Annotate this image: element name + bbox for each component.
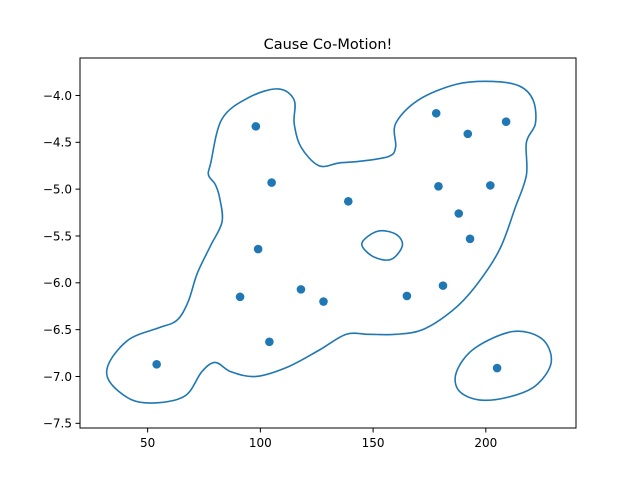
data-point	[465, 234, 475, 244]
y-tick-label: −5.5	[43, 229, 72, 243]
x-tick-label: 50	[140, 436, 155, 450]
contour-lower-right-region	[454, 330, 553, 402]
y-tick-label: −4.0	[43, 89, 72, 103]
y-tick-label: −7.0	[43, 370, 72, 384]
data-point	[296, 285, 306, 294]
data-point	[265, 337, 274, 347]
data-point	[492, 363, 502, 373]
data-point	[486, 181, 495, 190]
data-point	[319, 297, 328, 306]
data-point	[438, 281, 448, 290]
y-tick-label: −7.5	[43, 417, 72, 431]
contour-main-region	[105, 80, 537, 404]
data-point	[253, 244, 263, 254]
contour-hole-region	[361, 229, 404, 261]
y-tick-label: −4.5	[43, 136, 72, 150]
data-point	[267, 178, 276, 187]
data-point	[251, 122, 261, 131]
x-axis: 50 100 150 200	[140, 428, 497, 450]
x-tick-label: 100	[249, 436, 272, 450]
data-point	[454, 209, 464, 218]
y-axis: −4.0 −4.5 −5.0 −5.5 −6.0 −6.5 −7.0 −7.5	[43, 89, 80, 431]
chart-title: Cause Co-Motion!	[264, 37, 393, 53]
data-point	[235, 292, 245, 302]
data-point	[463, 129, 473, 139]
data-point	[431, 108, 441, 118]
y-tick-label: −6.0	[43, 276, 72, 290]
data-point	[501, 117, 511, 126]
x-tick-label: 200	[474, 436, 497, 450]
plot-area	[105, 80, 553, 404]
axes-frame	[79, 57, 577, 429]
x-tick-label: 150	[362, 436, 385, 450]
data-point	[343, 197, 353, 206]
data-point	[152, 360, 161, 369]
y-tick-label: −5.0	[43, 182, 72, 196]
data-point	[434, 182, 443, 191]
y-tick-label: −6.5	[43, 323, 72, 337]
data-point	[402, 291, 412, 301]
